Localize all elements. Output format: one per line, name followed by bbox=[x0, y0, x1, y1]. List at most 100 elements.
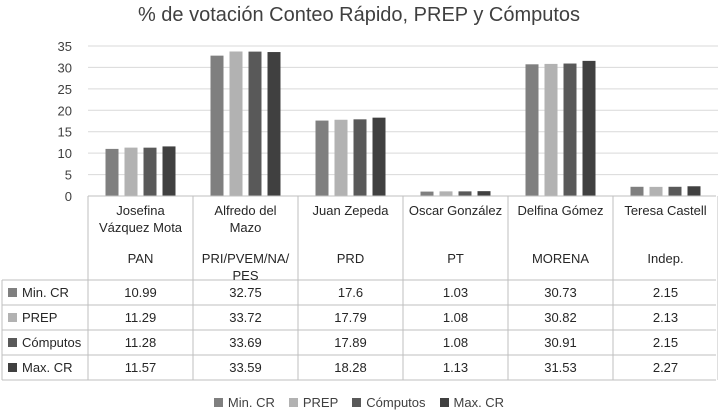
table-cell: 31.53 bbox=[544, 360, 577, 375]
category-party-line: PRI/PVEM/NA/ bbox=[201, 251, 290, 266]
table-cell: 1.13 bbox=[442, 360, 469, 375]
category-party: MORENA bbox=[508, 250, 613, 267]
row-label-text: Max. CR bbox=[22, 360, 73, 375]
bar-min-cr-3 bbox=[420, 191, 434, 196]
category-party: PT bbox=[403, 250, 508, 267]
bar-max-cr-1 bbox=[267, 52, 281, 196]
bar-min-cr-0 bbox=[105, 148, 119, 196]
bar-c-mputos-4 bbox=[563, 63, 577, 197]
legend-label: PREP bbox=[302, 395, 339, 410]
table-cell: 11.57 bbox=[124, 360, 157, 375]
table-cell: 17.89 bbox=[334, 335, 367, 350]
y-tick-label: 10 bbox=[58, 146, 72, 161]
row-swatch bbox=[8, 338, 17, 347]
row-label: Cómputos bbox=[8, 330, 81, 355]
bar-max-cr-2 bbox=[372, 117, 386, 196]
legend-item: PREP bbox=[288, 395, 339, 410]
category-party: PRI/PVEM/NA/PES bbox=[193, 250, 298, 284]
bar-prep-2 bbox=[334, 119, 348, 196]
table-cell: 17.6 bbox=[337, 285, 364, 300]
category-name: Alfredo del Mazo bbox=[193, 202, 298, 236]
table-cell: 1.03 bbox=[442, 285, 469, 300]
bar-c-mputos-3 bbox=[458, 191, 472, 196]
legend-label: Min. CR bbox=[227, 395, 275, 410]
row-label: PREP bbox=[8, 305, 57, 330]
table-cell: 33.72 bbox=[229, 310, 262, 325]
bar-max-cr-4 bbox=[582, 60, 596, 196]
category-party: Indep. bbox=[613, 250, 718, 267]
row-label-text: PREP bbox=[22, 310, 58, 325]
category-party-line: Indep. bbox=[647, 251, 684, 266]
table-cell: 18.28 bbox=[334, 360, 367, 375]
table-cell: 11.29 bbox=[124, 310, 157, 325]
legend-item: Min. CR bbox=[213, 395, 275, 410]
table-cell: 2.27 bbox=[652, 360, 679, 375]
row-swatch bbox=[8, 288, 17, 297]
row-swatch bbox=[8, 363, 17, 372]
category-party-line: PRD bbox=[336, 251, 365, 266]
y-tick-label: 25 bbox=[58, 82, 72, 97]
row-label: Min. CR bbox=[8, 280, 69, 305]
bar-c-mputos-2 bbox=[353, 119, 367, 196]
bar-prep-5 bbox=[649, 186, 663, 196]
table-cell: 1.08 bbox=[442, 310, 469, 325]
table-cell: 2.15 bbox=[652, 335, 679, 350]
bar-c-mputos-5 bbox=[668, 186, 682, 196]
bar-min-cr-1 bbox=[210, 55, 224, 197]
y-tick-label: 30 bbox=[58, 60, 72, 75]
category-name: Josefina Vázquez Mota bbox=[88, 202, 193, 236]
y-tick-label: 0 bbox=[65, 189, 72, 204]
category-name-line: Mazo bbox=[229, 220, 262, 235]
table-cell: 2.15 bbox=[652, 285, 679, 300]
legend-item: Max. CR bbox=[439, 395, 505, 410]
category-name: Teresa Castell bbox=[613, 202, 718, 219]
category-name-line: Josefina bbox=[116, 203, 165, 218]
bar-max-cr-0 bbox=[162, 146, 176, 196]
row-swatch bbox=[8, 313, 17, 322]
chart-legend: Min. CR PREP Cómputos Max. CR bbox=[0, 395, 718, 410]
bar-c-mputos-1 bbox=[248, 51, 262, 196]
category-party-line: MORENA bbox=[531, 251, 590, 266]
bar-prep-1 bbox=[229, 51, 243, 196]
y-tick-label: 35 bbox=[58, 39, 72, 54]
bar-min-cr-4 bbox=[525, 64, 539, 196]
table-cell: 32.75 bbox=[229, 285, 262, 300]
bar-max-cr-3 bbox=[477, 191, 491, 196]
bar-min-cr-2 bbox=[315, 120, 329, 196]
category-name-line: Alfredo del bbox=[214, 203, 277, 218]
legend-swatch bbox=[288, 398, 298, 407]
table-cell: 30.73 bbox=[544, 285, 577, 300]
table-cell: 11.28 bbox=[124, 335, 157, 350]
bar-prep-4 bbox=[544, 63, 558, 196]
row-label-text: Cómputos bbox=[22, 335, 82, 350]
table-cell: 2.13 bbox=[652, 310, 679, 325]
y-tick-label: 20 bbox=[58, 103, 72, 118]
legend-swatch bbox=[439, 398, 449, 407]
table-cell: 10.99 bbox=[124, 285, 157, 300]
category-party: PRD bbox=[298, 250, 403, 267]
table-cell: 33.59 bbox=[229, 360, 262, 375]
y-tick-label: 15 bbox=[58, 125, 72, 140]
category-party-line: PAN bbox=[127, 251, 154, 266]
category-name: Oscar González bbox=[403, 202, 508, 219]
row-label: Max. CR bbox=[8, 355, 73, 380]
table-cell: 30.91 bbox=[544, 335, 577, 350]
y-tick-label: 5 bbox=[65, 168, 72, 183]
category-name-line: Oscar González bbox=[408, 203, 503, 218]
category-name-line: Delfina Gómez bbox=[517, 203, 604, 218]
legend-label: Max. CR bbox=[453, 395, 505, 410]
category-name-line: Vázquez Mota bbox=[98, 220, 183, 235]
chart-title: % de votación Conteo Rápido, PREP y Cómp… bbox=[137, 4, 581, 26]
bar-min-cr-5 bbox=[630, 186, 644, 196]
table-cell: 30.82 bbox=[544, 310, 577, 325]
category-name: Juan Zepeda bbox=[298, 202, 403, 219]
legend-swatch bbox=[352, 398, 362, 407]
bar-c-mputos-0 bbox=[143, 147, 157, 196]
legend-swatch bbox=[213, 398, 223, 407]
row-label-text: Min. CR bbox=[22, 285, 69, 300]
legend-label: Cómputos bbox=[366, 395, 426, 410]
category-party-line: PES bbox=[232, 268, 259, 283]
category-name-line: Teresa Castell bbox=[624, 203, 707, 218]
category-party: PAN bbox=[88, 250, 193, 267]
